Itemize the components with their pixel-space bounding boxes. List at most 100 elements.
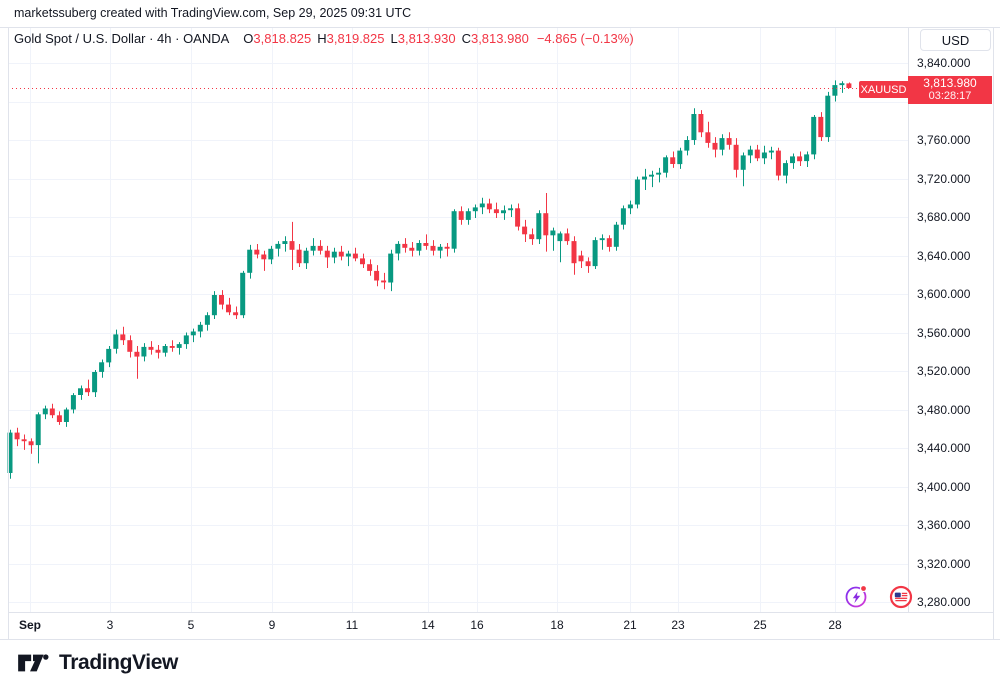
candle-up — [106, 348, 112, 363]
us-flag-icon[interactable] — [888, 584, 914, 610]
candle-down — [402, 243, 408, 248]
candle-up — [642, 176, 647, 180]
attribution-text: marketssuberg created with TradingView.c… — [14, 6, 412, 20]
candle-down — [670, 157, 676, 164]
candle-down — [698, 114, 704, 133]
candle-up — [550, 230, 556, 236]
candle-up — [7, 432, 13, 473]
candle-down — [367, 264, 373, 271]
candle-down — [289, 241, 295, 250]
candle-down — [296, 249, 302, 264]
time-axis-label: 9 — [268, 618, 276, 632]
candle-up — [35, 414, 41, 446]
time-axis-label: 5 — [187, 618, 195, 632]
price-axis-label: 3,440.000 — [917, 441, 971, 455]
candle-down — [529, 234, 535, 240]
candle-up — [303, 250, 309, 264]
candle-up — [592, 240, 598, 267]
candle-up — [613, 224, 619, 247]
time-axis-label: 14 — [421, 618, 435, 632]
candle-up — [684, 140, 690, 151]
candle-up — [825, 95, 831, 138]
candle-up — [204, 315, 210, 325]
candle-up — [783, 163, 788, 176]
frame-bottom-border — [0, 639, 1000, 640]
candle-up — [832, 85, 838, 96]
candle-up — [275, 243, 281, 249]
price-axis-label: 3,840.000 — [917, 56, 971, 70]
candle-down — [261, 254, 267, 260]
last-price-value: 3,813.980 — [923, 76, 977, 90]
candle-down — [233, 312, 239, 316]
symbol-legend[interactable]: Gold Spot / U.S. Dollar · 4h · OANDA O3,8… — [14, 31, 634, 46]
candle-up — [268, 248, 274, 260]
candle-down — [338, 251, 344, 257]
candle-up — [634, 179, 640, 205]
candle-up — [141, 346, 147, 357]
candle-up — [747, 149, 753, 156]
candle-up — [70, 395, 76, 410]
last-price-tag[interactable]: 3,813.980 03:28:17 — [908, 76, 992, 104]
candle-down — [169, 346, 175, 348]
candle-up — [740, 155, 746, 170]
candle-down — [155, 349, 161, 353]
candle-down — [324, 250, 330, 258]
candle-up — [197, 324, 203, 332]
candle-down — [14, 432, 20, 440]
candle-down — [493, 209, 499, 214]
low-value: 3,813.930 — [397, 31, 456, 46]
candle-up — [176, 344, 182, 348]
candle-up — [42, 408, 48, 415]
candle-up — [183, 335, 189, 345]
candle-up — [663, 157, 669, 173]
candle-down — [606, 238, 612, 247]
candle-down — [522, 226, 528, 235]
candle-down — [28, 441, 34, 446]
currency-button[interactable]: USD — [920, 29, 991, 51]
candle-up — [620, 208, 626, 225]
price-axis-label: 3,760.000 — [917, 133, 971, 147]
candle-up — [599, 238, 605, 241]
candle-up — [92, 372, 98, 393]
time-axis-label: 25 — [753, 618, 767, 632]
price-axis-label: 3,520.000 — [917, 364, 971, 378]
symbol-title[interactable]: Gold Spot / U.S. Dollar · 4h · OANDA — [14, 31, 230, 46]
candle-down — [754, 149, 760, 159]
time-axis-separator — [8, 612, 994, 613]
tradingview-logo[interactable]: TradingView — [16, 650, 178, 676]
candle-down — [444, 246, 450, 249]
candle-down — [134, 351, 140, 357]
candle-up — [627, 204, 633, 209]
flash-news-icon[interactable] — [843, 583, 869, 609]
price-axis-separator — [908, 28, 909, 612]
tradingview-logo-mark — [18, 654, 49, 672]
candle-up — [240, 272, 246, 316]
candle-down — [564, 233, 570, 242]
candle-up — [63, 409, 69, 422]
symbol-price-chip[interactable]: XAUUSD — [859, 81, 908, 98]
candle-down — [85, 388, 90, 393]
price-axis-label: 3,280.000 — [917, 595, 971, 609]
candle-up — [162, 346, 168, 353]
close-value: 3,813.980 — [470, 31, 529, 46]
candle-up — [437, 246, 443, 251]
candle-down — [733, 144, 739, 170]
candle-up — [811, 116, 817, 155]
candle-up — [331, 251, 337, 258]
candle-up — [310, 245, 316, 251]
candle-up — [761, 152, 767, 159]
candle-up — [804, 154, 810, 162]
time-axis-label: 11 — [345, 618, 359, 632]
candle-up — [839, 83, 845, 86]
frame-right-border — [993, 28, 994, 639]
candle-down — [726, 138, 732, 145]
candle-down — [21, 439, 27, 442]
candle-down — [219, 295, 224, 305]
candle-up — [649, 174, 654, 177]
candle-up — [479, 203, 485, 208]
candle-down — [56, 415, 62, 422]
time-axis-label: 28 — [828, 618, 842, 632]
candle-down — [705, 132, 711, 143]
time-axis-label: 23 — [671, 618, 685, 632]
